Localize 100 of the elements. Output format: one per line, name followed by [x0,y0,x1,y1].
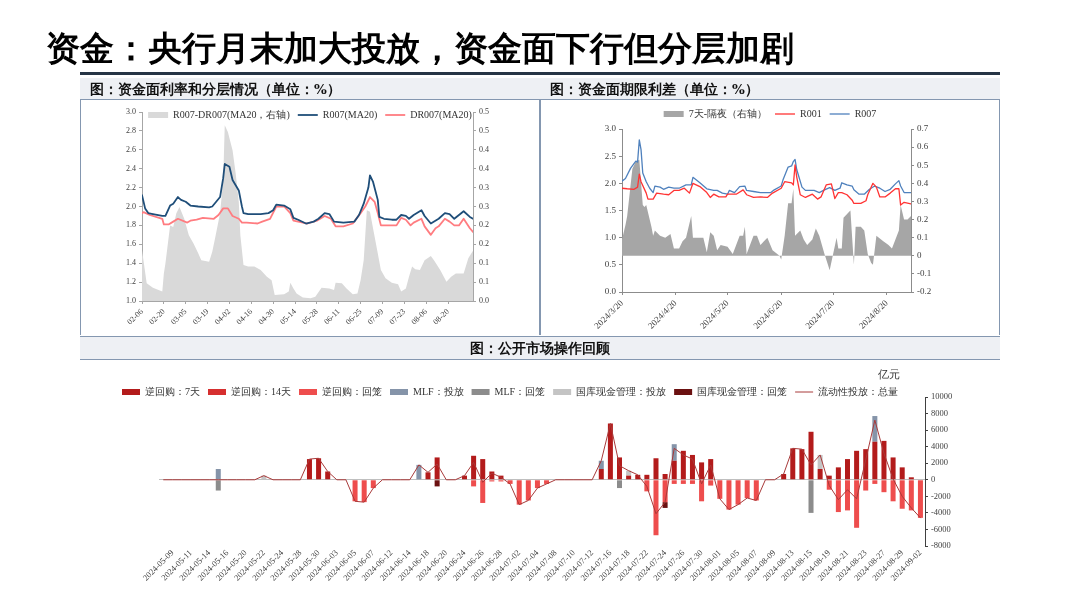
y2-tick-label: -0.1 [917,268,932,279]
y2-tick-label: 0.1 [917,232,929,243]
y-tick-label: 1.0 [126,296,136,306]
bar [808,431,814,480]
bar [708,480,714,486]
bar [890,457,896,480]
legend-label: 国库现金管理：投放 [576,385,667,397]
y-tick-label: 0.0 [604,286,617,297]
y2-tick-label: 0.2 [479,239,489,249]
y2-tick-label: 0.2 [917,213,929,224]
y2-tick-label: 0.3 [479,182,489,192]
legend-label: R007-DR007(MA20，右轴) [173,108,290,121]
bar [316,458,322,480]
bar [872,480,878,484]
y-tick-label: 2.4 [126,163,136,173]
bar [653,458,659,480]
bar [881,480,887,493]
legend-label: R001 [800,107,822,119]
y2-tick-label: 0.2 [479,220,489,230]
bar [899,480,905,509]
bar [352,480,358,502]
bar [799,449,805,480]
bar [744,480,750,498]
bar [525,480,531,501]
legend-label: R007(MA20) [322,108,378,121]
y2-tick-label: 0.4 [917,177,929,188]
bar [844,480,850,511]
bar [699,462,705,480]
legend-label: 逆回购：7天 [145,385,200,397]
y-tick-label: 8000 [931,407,948,418]
y2-tick-label: 0.3 [917,195,929,206]
y-axis-title: 亿元 [877,367,900,380]
bar [854,450,860,480]
y2-tick-label: 0.6 [917,141,929,152]
bar [516,480,522,505]
y2-tick-label: 0.5 [479,125,489,135]
bar [680,450,686,480]
y2-tick-label: 0.1 [479,277,489,287]
y2-tick-label: 0.1 [479,258,489,268]
bar [844,459,850,480]
chart-title: 图：公开市场操作回顾 [80,336,1000,360]
bar [899,467,905,480]
bar [671,480,677,484]
y-tick-label: -2000 [931,490,951,501]
y-tick-label: -8000 [931,540,951,551]
bar [835,480,841,513]
y2-tick-label: 0.7 [917,123,929,134]
y2-tick-label: 0.4 [479,163,489,173]
y2-tick-label: 0.4 [479,144,489,154]
y-tick-label: 2000 [931,457,948,468]
bar [617,480,623,489]
bar [425,472,431,480]
bar [471,480,477,487]
y2-tick-label: 0.5 [479,107,489,117]
bar [908,480,914,511]
bar [917,480,923,518]
bar [671,460,677,480]
y-tick-label: 3.0 [604,123,617,134]
y-tick-label: 1.4 [126,258,136,268]
legend-label: 逆回购：14天 [231,385,291,397]
y-tick-label: 1.6 [126,239,136,249]
bar [598,469,604,480]
y-tick-label: 2.2 [126,182,136,192]
bar [726,480,732,510]
y-tick-label: 10000 [931,391,953,402]
y2-tick-label: -0.2 [917,286,932,297]
legend-label: 逆回购：回笼 [322,385,382,397]
y-tick-label: 0 [931,474,936,485]
bar [680,480,686,484]
bar [215,469,221,480]
bar [480,459,486,480]
chart-title: 图：资金面期限利差（单位：%） [540,78,1000,100]
legend-label: 7天-隔夜（右轴） [688,107,768,119]
bar [872,441,878,480]
y2-tick-label: 0 [917,250,922,261]
bar [890,480,896,502]
legend-label: MLF：投放 [413,385,464,397]
bar [835,467,841,480]
y2-tick-label: 0.3 [479,201,489,211]
text: 资金：央行月末加大投放，资金面下行但分层加剧 [46,27,794,70]
bar [854,480,860,528]
y-tick-label: 1.0 [604,232,617,243]
bar [215,480,221,491]
legend-label: MLF：回笼 [494,385,546,397]
bar [735,480,741,505]
bar [644,474,650,480]
bar [361,480,367,503]
y-tick-label: -6000 [931,523,951,534]
bar [480,480,486,503]
y2-tick-label: 0.5 [917,159,929,170]
y-tick-label: 2.0 [604,177,617,188]
y-tick-label: 6000 [931,424,948,435]
bar [808,480,814,513]
legend-label: 流动性投放：总量 [818,385,899,397]
y-tick-label: 1.5 [604,204,617,215]
bar [817,469,823,480]
legend-label: 国库现金管理：回笼 [697,385,788,397]
y-tick-label: 2.8 [126,125,136,135]
bar [653,480,659,536]
bar [753,480,759,501]
